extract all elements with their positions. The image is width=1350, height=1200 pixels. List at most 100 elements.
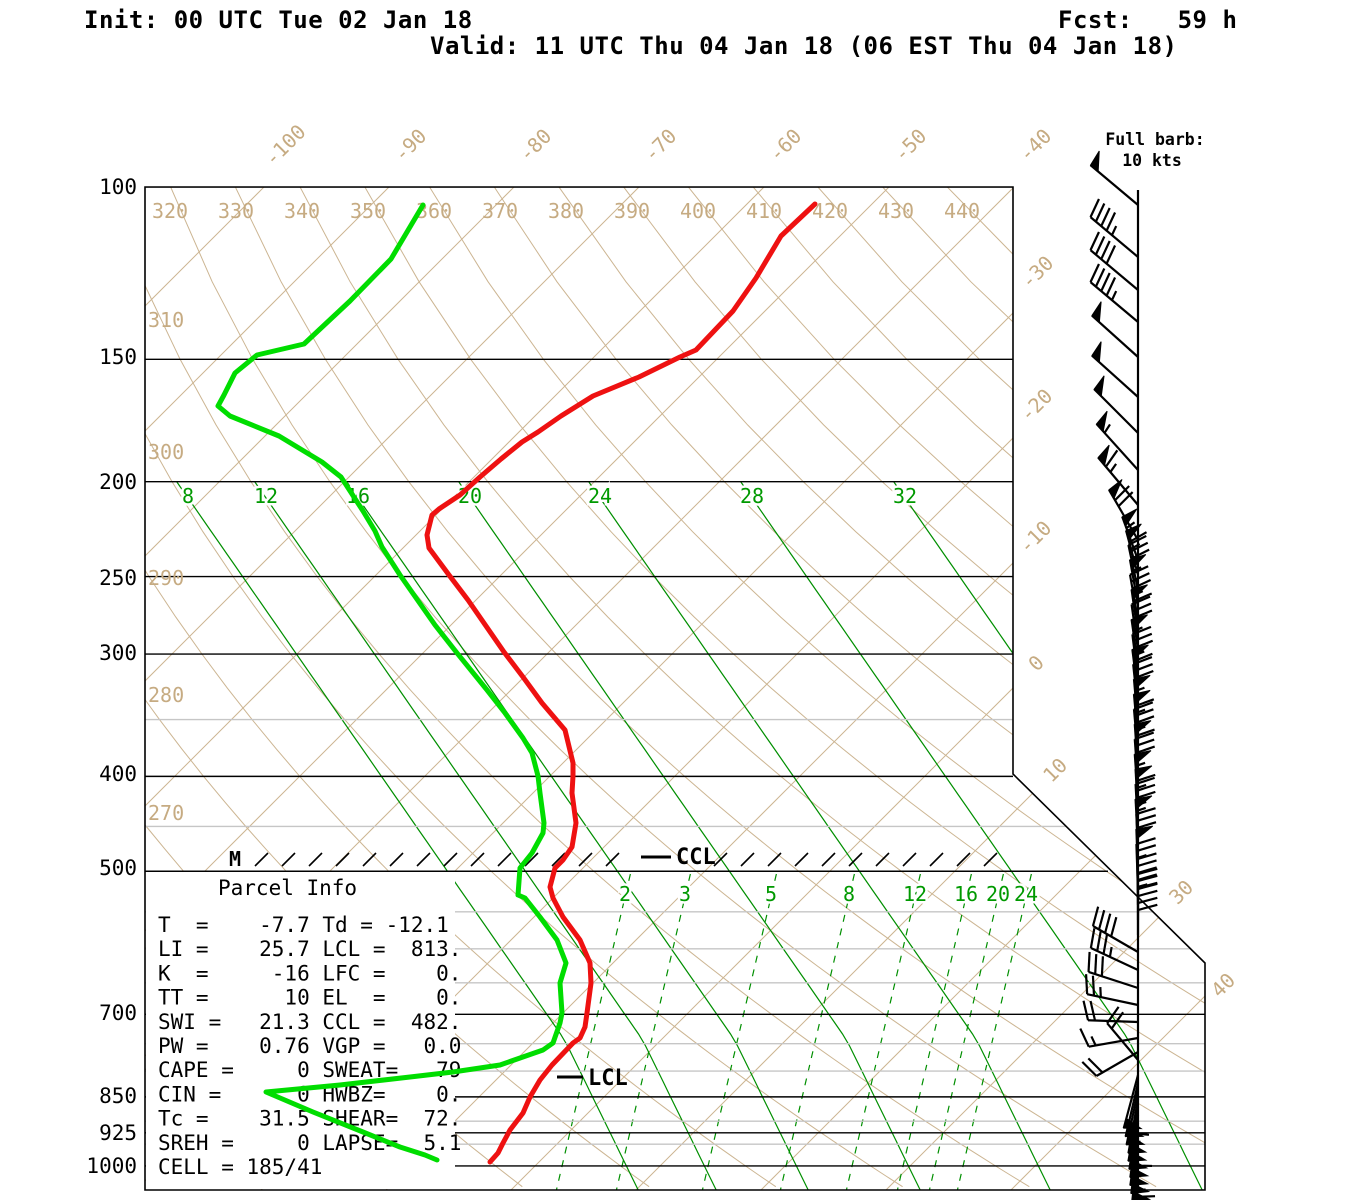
temperature-axis-label: -40 xyxy=(1014,124,1057,167)
wind-barb-full xyxy=(1133,652,1153,663)
wind-barb-full xyxy=(1135,745,1156,755)
wind-barb-full xyxy=(1089,928,1096,949)
temperature-axis-label: 30 xyxy=(1164,875,1198,909)
mixing-ratio-line xyxy=(928,873,1004,1190)
wind-barb-stem xyxy=(1088,970,1139,990)
dry-adiabat-label: 350 xyxy=(350,199,386,223)
dry-adiabat-label: 290 xyxy=(148,566,184,590)
wind-barb-full xyxy=(1131,579,1152,590)
wind-barb-full xyxy=(1089,1000,1097,1021)
pressure-axis-label: 150 xyxy=(99,345,137,369)
wind-barb-full xyxy=(1104,913,1112,934)
wind-barb-pennant xyxy=(1133,674,1151,691)
hatch-mark xyxy=(254,852,269,867)
wind-barb-full xyxy=(1136,837,1156,846)
dry-adiabat-label: 390 xyxy=(614,199,650,223)
wind-barb-full xyxy=(1127,534,1147,546)
ccl-label: CCL xyxy=(676,845,716,870)
temperature-trace xyxy=(424,201,818,1165)
mixing-ratio-label: 24 xyxy=(1014,882,1038,906)
isotherm-line xyxy=(0,187,14,1190)
wind-barb xyxy=(1084,974,1139,1007)
dewpoint-trace xyxy=(215,202,569,1163)
wind-barb-full xyxy=(1130,572,1150,583)
wind-barb-full xyxy=(1081,1061,1098,1077)
wind-barb-full xyxy=(1091,906,1100,927)
barb-legend-line2: 10 kts xyxy=(1122,151,1182,170)
moist-adiabat-label: 24 xyxy=(588,484,612,508)
wind-barb-full xyxy=(1089,263,1100,283)
dry-adiabat-label: 430 xyxy=(878,199,914,223)
wind-barb xyxy=(1089,231,1139,291)
dry-adiabat-label: 440 xyxy=(944,199,980,223)
wind-barb-full xyxy=(1132,632,1153,643)
temperature-axis-label: -90 xyxy=(389,124,432,167)
wind-barb-pennant xyxy=(1129,554,1147,571)
wind-barb-full xyxy=(1114,485,1130,501)
forecast-hour-label: Fcst: 59 h xyxy=(1058,6,1238,34)
mixing-ratio-line xyxy=(956,873,1032,1190)
wind-barb-full xyxy=(1137,874,1158,883)
wind-barb-half xyxy=(1110,225,1118,236)
hatch-mark xyxy=(848,852,863,867)
dry-adiabat-label: 270 xyxy=(148,801,184,825)
wind-barb-full xyxy=(1133,639,1154,650)
wind-barb-half xyxy=(1136,783,1147,790)
wind-barb-stem xyxy=(1086,993,1139,1007)
parcel-info-row: LI = 25.7 LCL = 813. xyxy=(158,937,461,961)
wind-barb-full xyxy=(1130,548,1150,560)
wind-barb xyxy=(1081,1051,1139,1077)
wind-barb-full xyxy=(1128,531,1148,544)
wind-barb-full xyxy=(1132,656,1153,666)
hatch-mark xyxy=(443,852,458,867)
wind-barb-stem xyxy=(1089,216,1139,258)
dry-adiabat-label: 280 xyxy=(148,683,184,707)
isotherm-line xyxy=(145,187,515,1190)
hatch-mark xyxy=(389,852,404,867)
wind-barb-pennant xyxy=(1089,150,1100,173)
mixing-ratio-label: 12 xyxy=(903,882,927,906)
wind-barb-full xyxy=(1084,974,1089,995)
temperature-axis-label: -80 xyxy=(514,124,557,167)
wind-barb-pennant xyxy=(1131,584,1148,601)
pressure-axis-label: 700 xyxy=(99,1001,137,1025)
wind-barb-full xyxy=(1094,954,1098,975)
dry-adiabat-label: 340 xyxy=(284,199,320,223)
dry-adiabat-label: 420 xyxy=(812,199,848,223)
wind-barb-pennant xyxy=(1091,341,1102,364)
isotherm-line xyxy=(0,187,139,1190)
dry-adiabat-label: 310 xyxy=(148,308,184,332)
wind-barb-half xyxy=(1135,761,1146,768)
hatch-mark xyxy=(875,852,890,867)
wind-barb-half xyxy=(1103,423,1111,434)
wind-barb-full xyxy=(1091,975,1096,996)
wind-barb-full xyxy=(1135,776,1155,786)
wind-barb-full xyxy=(1097,909,1106,930)
wind-barb xyxy=(1089,263,1139,323)
wind-barb-pennant xyxy=(1135,795,1153,811)
wind-barb-pennant xyxy=(1135,825,1154,841)
hatch-mark xyxy=(956,852,971,867)
moist-adiabat-label: 12 xyxy=(254,484,278,508)
wind-barb-stem xyxy=(1095,1051,1139,1077)
hatch-mark xyxy=(767,852,782,867)
hatch-mark xyxy=(821,852,836,867)
dry-adiabat-label: 320 xyxy=(152,199,188,223)
wind-barb-full xyxy=(1135,783,1156,793)
pressure-axis-label: 300 xyxy=(99,641,137,665)
wind-barb-full xyxy=(1110,1011,1125,1030)
hatch-mark xyxy=(902,852,917,867)
wind-barb-pennant xyxy=(1093,375,1105,398)
wind-barb xyxy=(1135,1179,1140,1200)
dry-adiabat-line xyxy=(687,187,1205,1188)
wind-barb xyxy=(1091,301,1139,358)
parcel-info-panel xyxy=(146,872,455,1189)
wind-barb xyxy=(1082,1000,1139,1024)
hatch-mark xyxy=(524,852,539,867)
isotherm-line xyxy=(145,187,890,1190)
dry-adiabat-line xyxy=(752,187,1205,1188)
wind-barb-full xyxy=(1105,212,1117,232)
wind-barb-full xyxy=(1134,738,1155,748)
wind-barb-stem xyxy=(1092,925,1139,953)
parcel-info-row: TT = 10 EL = 0. xyxy=(158,986,461,1010)
